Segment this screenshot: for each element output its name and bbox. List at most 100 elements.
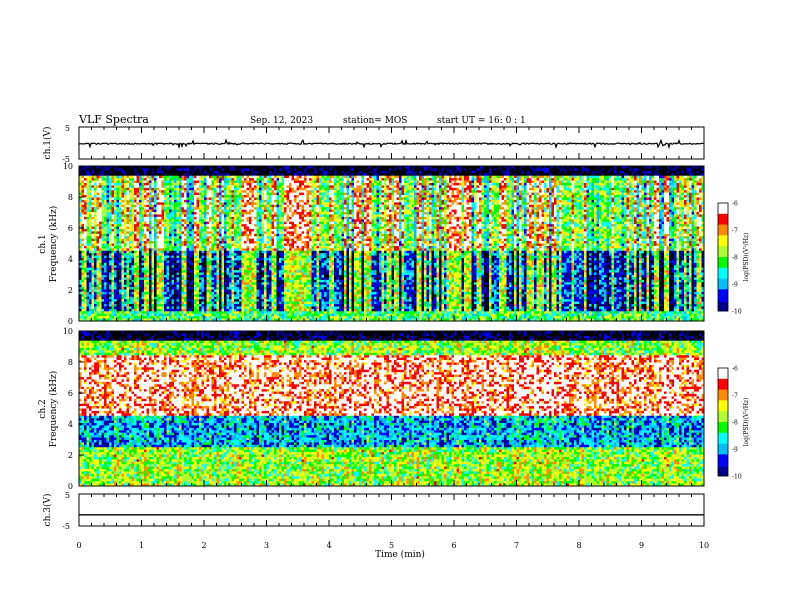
spectrogram-cell <box>97 173 100 176</box>
spectrogram-cell <box>124 309 127 312</box>
spectrogram-cell <box>117 270 120 273</box>
spectrogram-cell <box>99 241 102 244</box>
spectrogram-cell <box>184 290 187 293</box>
spectrogram-cell <box>169 202 172 205</box>
spectrogram-cell <box>182 229 185 232</box>
spectrogram-cell <box>134 246 137 249</box>
spectrogram-cell <box>109 256 112 259</box>
spectrogram-cell <box>114 195 117 198</box>
spectrogram-cell <box>87 275 90 278</box>
spectrogram-cell <box>127 202 130 205</box>
spectrogram-cell <box>87 256 90 259</box>
spectrogram-cell <box>187 280 190 283</box>
spectrogram-cell <box>129 285 132 288</box>
spectrogram-cell <box>184 275 187 278</box>
spectrogram-cell <box>122 207 125 210</box>
spectrogram-cell <box>109 219 112 222</box>
spectrogram-cell <box>189 253 192 256</box>
spectrogram-cell <box>172 197 175 200</box>
spectrogram-cell <box>182 260 185 263</box>
spectrogram-cell <box>122 197 125 200</box>
spectrogram-cell <box>89 311 92 314</box>
spectrogram-cell <box>147 275 150 278</box>
spectrogram-cell <box>184 246 187 249</box>
spectrogram-cell <box>97 309 100 312</box>
spectrogram-cell <box>167 173 170 176</box>
spectrogram-cell <box>182 273 185 276</box>
spectrogram-cell <box>94 183 97 186</box>
spectrogram-cell <box>124 224 127 227</box>
spectrogram-cell <box>184 183 187 186</box>
spectrogram-cell <box>89 251 92 254</box>
spectrogram-cell <box>92 302 95 305</box>
spectrogram-cell <box>152 309 155 312</box>
spectrogram-cell <box>89 275 92 278</box>
spectrogram-cell <box>134 190 137 193</box>
spectrogram-cell <box>122 202 125 205</box>
spectrogram-cell <box>177 285 180 288</box>
spectrogram-cell <box>109 236 112 239</box>
spectrogram-cell <box>144 168 147 171</box>
spectrogram-cell <box>109 185 112 188</box>
spectrogram-cell <box>152 253 155 256</box>
spectrogram-cell <box>114 236 117 239</box>
spectrogram-cell <box>187 304 190 307</box>
spectrogram-cell <box>119 316 122 319</box>
spectrogram-cell <box>89 193 92 196</box>
spectrogram-cell <box>167 260 170 263</box>
spectrogram-cell <box>144 260 147 263</box>
spectrogram-cell <box>137 188 140 191</box>
spectrogram-cell <box>169 314 172 317</box>
spectrogram-cell <box>177 304 180 307</box>
spectrogram-cell <box>182 292 185 295</box>
spectrogram-cell <box>184 207 187 210</box>
spectrogram-cell <box>154 210 157 213</box>
spectrogram-cell <box>134 227 137 230</box>
spectrogram-cell <box>117 246 120 249</box>
spectrogram-cell <box>132 173 135 176</box>
spectrogram-cell <box>132 176 135 179</box>
spectrogram-cell <box>149 248 152 251</box>
spectrogram-cell <box>179 197 182 200</box>
spectrogram-cell <box>89 304 92 307</box>
spectrogram-cell <box>109 248 112 251</box>
spectrogram-cell <box>92 244 95 247</box>
spectrogram-cell <box>152 314 155 317</box>
spectrogram-cell <box>99 265 102 268</box>
spectrogram-cell <box>157 275 160 278</box>
spectrogram-cell <box>169 241 172 244</box>
spectrogram-cell <box>114 258 117 261</box>
spectrogram-cell <box>164 200 167 203</box>
spectrogram-cell <box>162 205 165 208</box>
spectrogram-cell <box>117 292 120 295</box>
spectrogram-cell <box>139 197 142 200</box>
spectrogram-cell <box>159 181 162 184</box>
spectrogram-cell <box>174 285 177 288</box>
spectrogram-cell <box>162 171 165 174</box>
spectrogram-cell <box>119 222 122 225</box>
spectrogram-cell <box>114 280 117 283</box>
spectrogram-cell <box>157 193 160 196</box>
spectrogram-cell <box>164 185 167 188</box>
spectrogram-cell <box>179 234 182 237</box>
spectrogram-cell <box>124 214 127 217</box>
spectrogram-cell <box>99 214 102 217</box>
spectrogram-cell <box>119 197 122 200</box>
spectrogram-cell <box>154 200 157 203</box>
spectrogram-cell <box>154 253 157 256</box>
spectrogram-cell <box>119 263 122 266</box>
spectrogram-cell <box>129 302 132 305</box>
spectrogram-cell <box>132 248 135 251</box>
spectrogram-cell <box>122 253 125 256</box>
spectrogram-cell <box>189 260 192 263</box>
spectrogram-cell <box>172 178 175 181</box>
spectrogram-cell <box>184 239 187 242</box>
spectrogram-cell <box>89 282 92 285</box>
spectrogram-cell <box>149 205 152 208</box>
spectrogram-cell <box>87 190 90 193</box>
spectrogram-cell <box>157 234 160 237</box>
spectrogram-cell <box>84 297 87 300</box>
spectrogram-cell <box>134 304 137 307</box>
spectrogram-cell <box>149 287 152 290</box>
spectrogram-cell <box>97 302 100 305</box>
